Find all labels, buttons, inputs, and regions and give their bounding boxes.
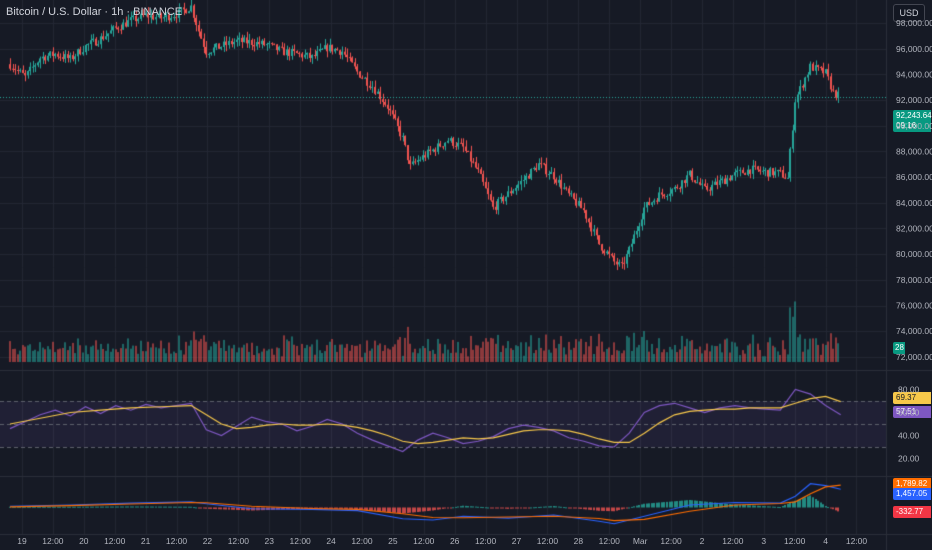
chart-title: Bitcoin / U.S. Dollar · 1h · BINANCE (6, 6, 183, 18)
signal-value-tag: 1,789.82 (893, 478, 931, 490)
volume-tag: 28 (893, 342, 905, 354)
rsi-value-tag: 57.51 (893, 406, 931, 418)
macd-value-tag: 1,457.05 (893, 488, 931, 500)
rsi-ma-tag: 69.37 (893, 392, 931, 404)
histogram-value-tag: -332.77 (893, 506, 931, 518)
countdown-timer: 09:16 (896, 121, 917, 130)
currency-button[interactable]: USD (893, 4, 925, 22)
last-price-tag: 92,243.64 09:16 (893, 110, 932, 132)
last-price-value: 92,243.64 (896, 111, 932, 120)
